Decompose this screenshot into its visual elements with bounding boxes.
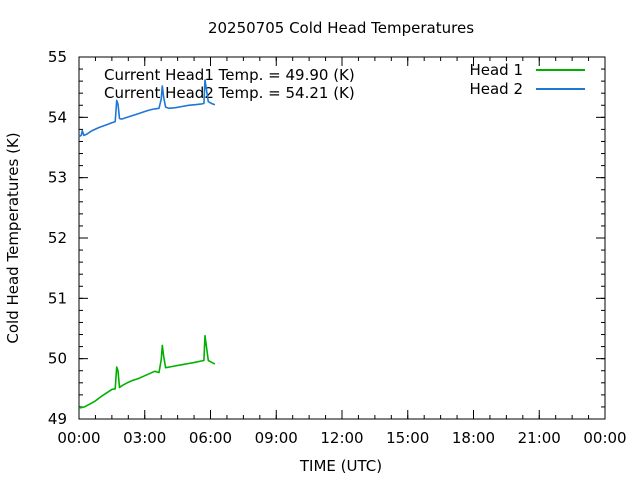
x-tick-label: 12:00 — [320, 429, 363, 447]
x-tick-label: 18:00 — [452, 429, 495, 447]
x-tick-label: 03:00 — [123, 429, 166, 447]
x-tick-label: 06:00 — [189, 429, 232, 447]
y-tick-label: 50 — [48, 350, 67, 368]
x-tick-label: 09:00 — [255, 429, 298, 447]
y-tick-label: 53 — [48, 169, 67, 187]
y-tick-label: 51 — [48, 289, 67, 307]
plot-frame — [78, 56, 606, 420]
legend-label-head1: Head 1 — [469, 61, 523, 79]
y-tick-label: 55 — [48, 48, 67, 66]
x-axis-label: TIME (UTC) — [299, 457, 382, 475]
x-tick-label: 00:00 — [583, 429, 626, 447]
y-axis-label: Cold Head Temperatures (K) — [4, 132, 22, 343]
chart-title: 20250705 Cold Head Temperatures — [208, 19, 474, 37]
y-tick-label: 52 — [48, 229, 67, 247]
y-tick-label: 54 — [48, 108, 67, 126]
x-tick-label: 00:00 — [57, 429, 100, 447]
y-tick-label: 49 — [48, 410, 67, 428]
x-tick-label: 21:00 — [518, 429, 561, 447]
series-line-head-1 — [78, 334, 216, 409]
annotation-head2-current: Current Head2 Temp. = 54.21 (K) — [104, 84, 355, 102]
series-line-head-2 — [78, 79, 216, 138]
legend-label-head2: Head 2 — [469, 80, 523, 98]
x-tick-label: 15:00 — [386, 429, 429, 447]
annotation-head1-current: Current Head1 Temp. = 49.90 (K) — [104, 66, 355, 84]
